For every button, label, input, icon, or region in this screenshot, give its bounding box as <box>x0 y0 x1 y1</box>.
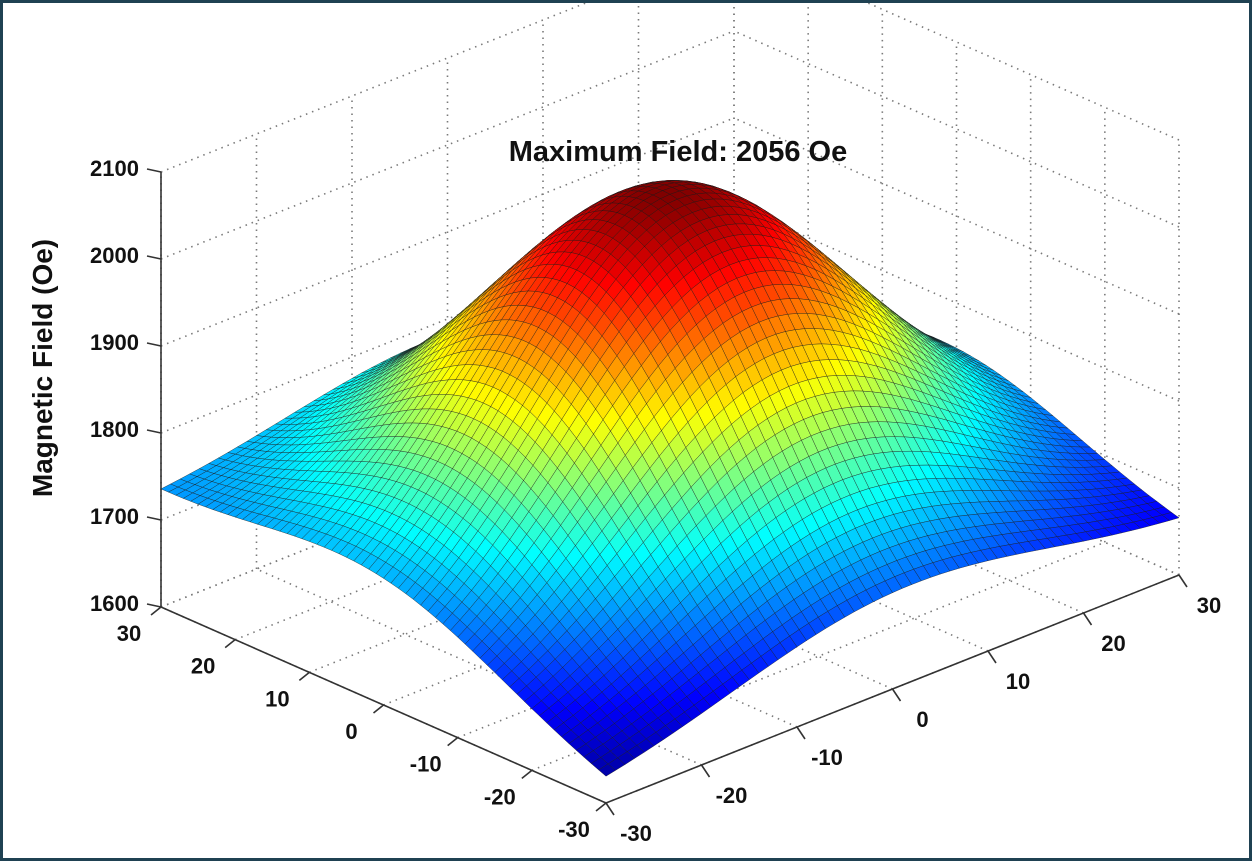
back-wall-grid-line <box>160 30 735 260</box>
z-tick-label: 1800 <box>90 417 139 442</box>
x-tick-label: 20 <box>1101 631 1125 656</box>
x-tick-label: -20 <box>716 783 748 808</box>
x-tick-mark <box>891 688 902 702</box>
x-tick-label: -10 <box>811 745 843 770</box>
y-tick-mark <box>373 704 384 714</box>
back-wall-grid-line <box>160 117 735 347</box>
x-tick-label: 0 <box>916 707 928 732</box>
x-tick-mark <box>987 650 997 664</box>
surface-cell <box>598 763 616 777</box>
surface-mesh <box>160 180 1180 777</box>
z-tick-mark <box>146 603 162 608</box>
y-tick-label: 20 <box>191 654 215 679</box>
x-tick-mark <box>796 726 806 740</box>
chart-title: Maximum Field: 2056 Oe <box>509 136 847 168</box>
x-tick-label: 30 <box>1197 593 1221 618</box>
x-tick-label: -30 <box>620 821 652 846</box>
surface-plot: 1600 1700 1800 1900 2000 2100 -30 -20 -10 0 10 20 30… <box>27 3 1221 846</box>
x-tick-mark <box>700 764 711 778</box>
y-tick-label: 0 <box>345 719 357 744</box>
z-tick-mark <box>146 342 162 347</box>
y-tick-mark <box>224 639 236 649</box>
z-tick-mark <box>146 429 162 434</box>
y-tick-label: -30 <box>558 817 590 842</box>
y-tick-label: -20 <box>484 784 516 809</box>
y-tick-label: 30 <box>117 621 141 646</box>
z-tick-label: 1700 <box>90 504 139 529</box>
y-tick-mark <box>150 606 162 616</box>
tick-labels: 1600 1700 1800 1900 2000 2100 -30 -20 -10 0 10 20 30… <box>90 156 1221 846</box>
z-tick-label: 2100 <box>90 156 139 181</box>
y-tick-mark <box>595 802 607 812</box>
y-tick-label: -10 <box>410 752 442 777</box>
z-axis-label: Magnetic Field (Oe) <box>27 239 58 497</box>
x-tick-mark <box>1178 574 1188 588</box>
y-tick-mark <box>298 671 310 681</box>
z-tick-label: 2000 <box>90 243 139 268</box>
z-tick-label: 1600 <box>90 591 139 616</box>
floor-grid-line <box>531 541 1106 772</box>
y-tick-mark <box>521 769 533 779</box>
axes-lines <box>146 168 1188 816</box>
z-tick-mark <box>146 516 162 521</box>
z-tick-mark <box>146 168 162 173</box>
z-tick-mark <box>146 255 162 260</box>
x-tick-mark <box>1082 612 1093 626</box>
x-tick-label: 10 <box>1006 669 1030 694</box>
y-tick-label: 10 <box>265 686 289 711</box>
x-tick-mark <box>605 802 615 816</box>
z-tick-label: 1900 <box>90 330 139 355</box>
y-tick-mark <box>447 737 459 747</box>
